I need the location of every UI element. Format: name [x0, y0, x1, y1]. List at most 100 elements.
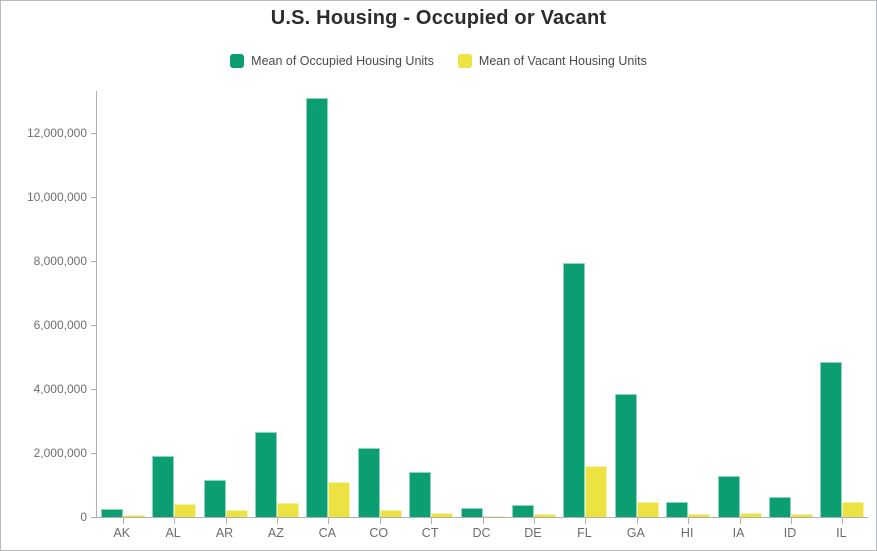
- occupied-bar-de[interactable]: [511, 505, 534, 517]
- x-axis-label-ar: AR: [215, 526, 234, 540]
- bar-group-ar: [200, 91, 251, 524]
- x-axis-tick-mark: [482, 518, 484, 524]
- occupied-bar-ga[interactable]: [614, 394, 637, 517]
- y-axis-tick-mark: [91, 325, 96, 326]
- occupied-bar-ct[interactable]: [409, 472, 432, 517]
- occupied-bar-id[interactable]: [768, 496, 791, 517]
- x-axis-tick-mark: [122, 518, 124, 524]
- y-axis-tick-label: 12,000,000: [26, 126, 87, 140]
- occupied-bar-ar[interactable]: [203, 480, 226, 517]
- y-axis-tick-label: 2,000,000: [33, 446, 87, 460]
- x-axis-label-fl: FL: [577, 526, 592, 540]
- x-axis-label-de: DE: [524, 526, 542, 540]
- x-axis-label-ct: CT: [421, 526, 439, 540]
- vacant-bar-fl[interactable]: [585, 465, 608, 517]
- x-axis-label-ak: AK: [113, 526, 131, 540]
- occupied-bar-ca[interactable]: [306, 97, 329, 517]
- x-axis-label-az: AZ: [267, 526, 284, 540]
- y-axis-tick-mark: [91, 517, 96, 518]
- x-axis-tick-mark: [585, 518, 587, 524]
- y-axis-tick-mark: [91, 453, 96, 454]
- occupied-bar-fl[interactable]: [563, 262, 586, 517]
- x-axis-tick-mark: [328, 518, 330, 524]
- occupied-bar-hi[interactable]: [666, 502, 689, 517]
- bar-group-co: [354, 91, 405, 524]
- bar-group-ia: [714, 91, 765, 524]
- vacant-bar-il[interactable]: [842, 501, 865, 517]
- bar-group-il: [817, 91, 868, 524]
- occupied-bar-az[interactable]: [254, 432, 277, 517]
- x-axis-labels: AK AL AR AZ CA CO CT DC DE FL GA HI IA ID IL: [96, 526, 867, 540]
- bars-container: [97, 91, 868, 524]
- vacant-bar-dc[interactable]: [482, 515, 505, 517]
- legend-item-vacant[interactable]: Mean of Vacant Housing Units: [457, 54, 647, 68]
- x-axis-tick-mark: [533, 518, 535, 524]
- occupied-bar-ak[interactable]: [100, 509, 123, 517]
- legend-swatch-icon: [457, 54, 472, 68]
- x-axis-tick-mark: [739, 518, 741, 524]
- x-axis-label-id: ID: [783, 526, 797, 540]
- bar-group-ga: [611, 91, 662, 524]
- bar-group-hi: [662, 91, 713, 524]
- x-axis-tick-mark: [636, 518, 638, 524]
- bar-group-ca: [303, 91, 354, 524]
- vacant-bar-ia[interactable]: [739, 512, 762, 517]
- occupied-bar-ia[interactable]: [717, 476, 740, 517]
- vacant-bar-ga[interactable]: [636, 501, 659, 517]
- bar-group-dc: [457, 91, 508, 524]
- legend: Mean of Occupied Housing Units Mean of Va…: [1, 54, 876, 68]
- vacant-bar-id[interactable]: [790, 514, 813, 517]
- vacant-bar-ca[interactable]: [328, 481, 351, 517]
- occupied-bar-al[interactable]: [152, 456, 175, 517]
- y-axis-tick-mark: [91, 133, 96, 134]
- vacant-bar-de[interactable]: [533, 514, 556, 517]
- x-axis-tick-mark: [379, 518, 381, 524]
- vacant-bar-az[interactable]: [276, 503, 299, 517]
- bar-group-az: [251, 91, 302, 524]
- vacant-bar-hi[interactable]: [688, 514, 711, 517]
- x-axis-label-al: AL: [165, 526, 181, 540]
- y-axis-tick-mark: [91, 389, 96, 390]
- y-axis-tick-mark: [91, 261, 96, 262]
- x-axis-tick-mark: [276, 518, 278, 524]
- x-axis-tick-mark: [842, 518, 844, 524]
- x-axis-tick-mark: [790, 518, 792, 524]
- legend-label: Mean of Vacant Housing Units: [478, 54, 647, 68]
- occupied-bar-dc[interactable]: [460, 508, 483, 517]
- x-axis-label-hi: HI: [680, 526, 694, 540]
- x-axis-label-ga: GA: [626, 526, 645, 540]
- x-axis-label-co: CO: [369, 526, 389, 540]
- x-axis-label-ia: IA: [732, 526, 745, 540]
- legend-label: Mean of Occupied Housing Units: [251, 54, 434, 68]
- vacant-bar-ct[interactable]: [431, 512, 454, 517]
- bar-group-fl: [560, 91, 611, 524]
- y-axis-tick-label: 6,000,000: [33, 318, 87, 332]
- bar-group-al: [148, 91, 199, 524]
- vacant-bar-ar[interactable]: [225, 509, 248, 517]
- y-axis-tick-label: 0: [80, 510, 87, 524]
- y-axis-tick-label: 4,000,000: [33, 382, 87, 396]
- vacant-bar-co[interactable]: [379, 510, 402, 517]
- bar-group-ak: [97, 91, 148, 524]
- vacant-bar-al[interactable]: [174, 504, 197, 517]
- x-axis-tick-mark: [174, 518, 176, 524]
- y-axis-tick-label: 10,000,000: [26, 190, 87, 204]
- vacant-bar-ak[interactable]: [122, 514, 145, 517]
- legend-item-occupied[interactable]: Mean of Occupied Housing Units: [230, 54, 434, 68]
- chart-title: U.S. Housing - Occupied or Vacant: [270, 7, 607, 29]
- x-axis-tick-mark: [431, 518, 433, 524]
- plot-area: 0 2,000,000 4,000,000 6,000,000 8,000,000 10,…: [27, 91, 868, 524]
- x-axis-tick-mark: [688, 518, 690, 524]
- occupied-bar-co[interactable]: [357, 448, 380, 517]
- x-axis-tick-mark: [225, 518, 227, 524]
- occupied-bar-il[interactable]: [820, 361, 843, 517]
- x-axis-label-ca: CA: [318, 526, 337, 540]
- bar-group-de: [508, 91, 559, 524]
- legend-swatch-icon: [230, 54, 245, 68]
- bar-group-id: [765, 91, 816, 524]
- x-axis-label-il: IL: [836, 526, 847, 540]
- y-axis-tick-mark: [91, 197, 96, 198]
- y-axis-tick-label: 8,000,000: [33, 254, 87, 268]
- bar-group-ct: [405, 91, 456, 524]
